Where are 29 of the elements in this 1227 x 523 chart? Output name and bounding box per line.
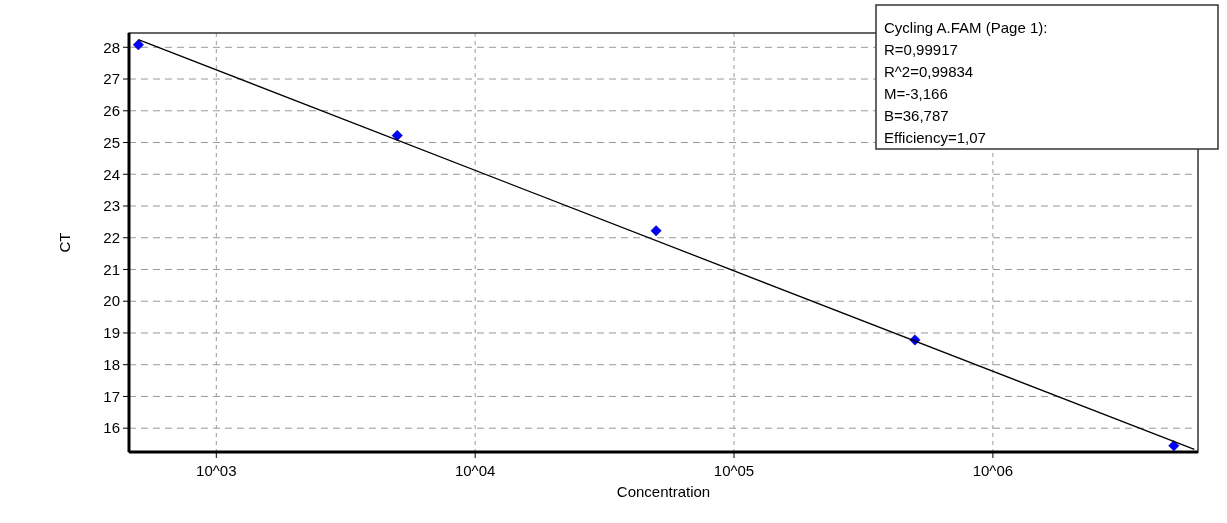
point [1168, 440, 1180, 452]
y-tick-label: 26 [103, 102, 120, 120]
point [650, 225, 662, 237]
annotation: Cycling A.FAM (Page 1): [884, 19, 1048, 36]
x-tick-label: 10^05 [713, 462, 755, 479]
annotation: R^2=0,99834 [884, 63, 974, 80]
y-tick-label: 18 [103, 355, 120, 373]
x-tick-label: 10^04 [454, 462, 496, 479]
x-axis-title: Concentration [616, 483, 711, 500]
y-tick-label: 23 [103, 197, 120, 215]
y-tick-label: 20 [103, 292, 120, 310]
x-tick-label: 10^03 [196, 462, 237, 479]
point [391, 130, 403, 142]
annotation: M=-3,166 [884, 85, 948, 102]
annotation: R=0,99917 [884, 41, 958, 58]
point [132, 39, 144, 51]
y-tick-label: 25 [103, 133, 120, 151]
y-tick-label: 19 [103, 324, 120, 342]
y-tick-label: 22 [103, 228, 120, 246]
annotation: Efficiency=1,07 [884, 129, 986, 146]
y-axis-title: CT [56, 232, 73, 253]
y-tick-label: 28 [103, 38, 120, 56]
x-tick-label: 10^06 [972, 462, 1014, 479]
y-tick-label: 17 [103, 387, 120, 405]
annotation: B=36,787 [884, 107, 949, 124]
y-tick-label: 16 [103, 419, 120, 437]
y-tick-label: 27 [103, 70, 120, 88]
y-tick-label: 21 [103, 260, 120, 278]
y-tick-label: 24 [103, 165, 120, 183]
